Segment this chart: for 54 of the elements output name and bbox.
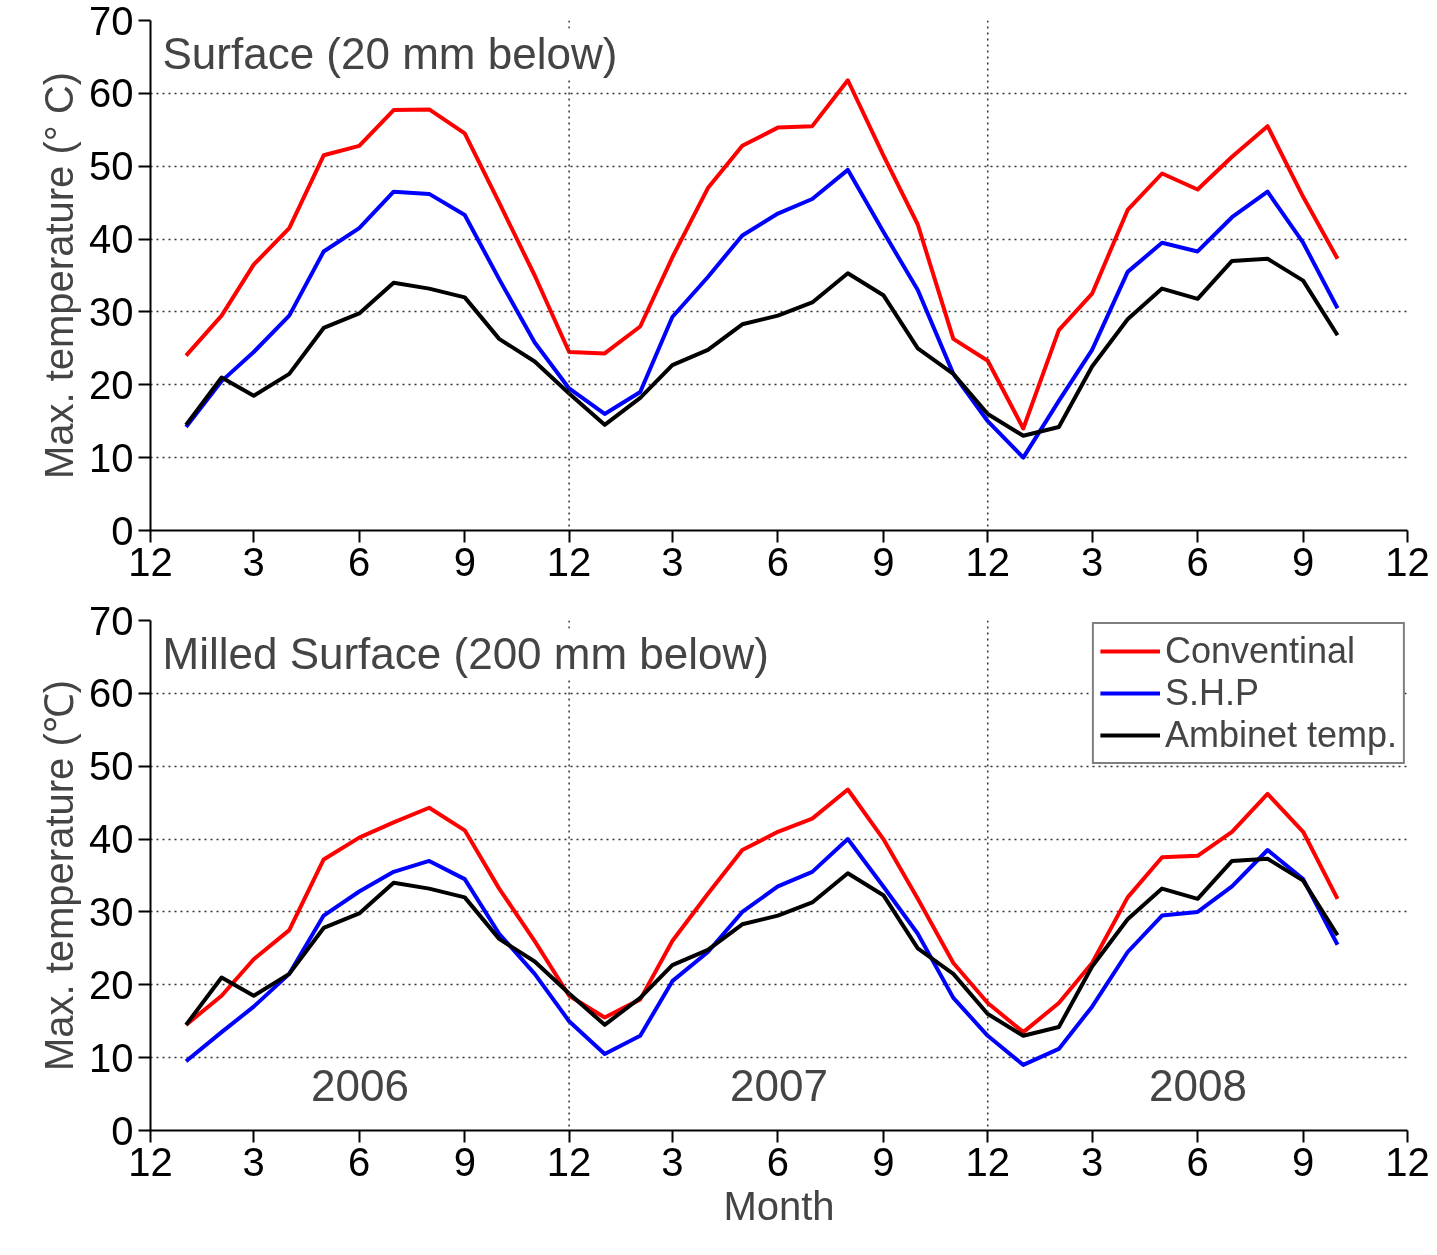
x-axis-title: Month <box>723 1183 835 1228</box>
x-tick-label: 6 <box>766 1139 789 1184</box>
x-tick-label: 9 <box>453 539 476 584</box>
x-tick-label: 12 <box>546 539 592 584</box>
y-tick-label: 10 <box>89 435 134 480</box>
line-series <box>184 856 1340 1038</box>
y-tick-label: 60 <box>89 71 134 116</box>
y-tick-label: 70 <box>89 598 134 643</box>
y-tick-label: 50 <box>89 144 134 189</box>
y-tick-label: 30 <box>89 889 134 934</box>
x-tick-label: 3 <box>242 539 265 584</box>
legend-label: S.H.P <box>1164 672 1259 714</box>
x-tick-label: 9 <box>1292 539 1315 584</box>
line-series <box>184 78 1340 431</box>
x-tick-label: 12 <box>546 1139 592 1184</box>
x-tick-label: 3 <box>661 1139 684 1184</box>
y-tick-label: 60 <box>89 671 134 716</box>
x-tick-label: 9 <box>872 539 895 584</box>
x-tick-label: 9 <box>872 1139 895 1184</box>
x-tick-label: 3 <box>242 1139 265 1184</box>
y-tick-label: 20 <box>89 362 134 407</box>
annotation: 2006 <box>311 1060 409 1110</box>
x-tick-label: 12 <box>1385 539 1430 584</box>
y-axis-title: Max. temperature (° C) <box>37 71 82 480</box>
y-tick-label: 70 <box>89 0 134 43</box>
y-tick-label: 10 <box>89 1035 134 1080</box>
x-tick-label: 3 <box>661 539 684 584</box>
x-tick-label: 12 <box>1385 1139 1430 1184</box>
legend-label: Ambinet temp. <box>1164 714 1397 756</box>
line-series <box>184 167 1340 460</box>
annotation: 2008 <box>1149 1060 1247 1110</box>
x-tick-label: 3 <box>1080 539 1104 584</box>
x-tick-label: 12 <box>965 1139 1010 1184</box>
y-tick-label: 30 <box>89 289 134 334</box>
y-tick-label: 40 <box>89 817 134 862</box>
x-tick-label: 9 <box>1292 1139 1315 1184</box>
x-tick-label: 9 <box>453 1139 476 1184</box>
y-tick-label: 50 <box>89 744 134 789</box>
x-tick-label: 6 <box>1186 1139 1209 1184</box>
x-tick-label: 3 <box>1080 1139 1104 1184</box>
line-series <box>184 256 1340 438</box>
legend-label: Conventinal <box>1164 630 1356 672</box>
line-series <box>184 837 1340 1067</box>
y-axis-title: Max. temperature (℃) <box>37 679 82 1072</box>
x-tick-label: 6 <box>1186 539 1209 584</box>
x-tick-label: 6 <box>348 1139 371 1184</box>
y-tick-label: 20 <box>89 962 134 1007</box>
x-tick-label: 6 <box>348 539 371 584</box>
annotation: Surface (20 mm below) <box>162 28 618 78</box>
annotation: 2007 <box>730 1060 828 1110</box>
annotation: Milled Surface (200 mm below) <box>162 628 769 678</box>
x-tick-label: 6 <box>766 539 789 584</box>
x-tick-label: 12 <box>965 539 1010 584</box>
y-tick-label: 40 <box>89 217 134 262</box>
